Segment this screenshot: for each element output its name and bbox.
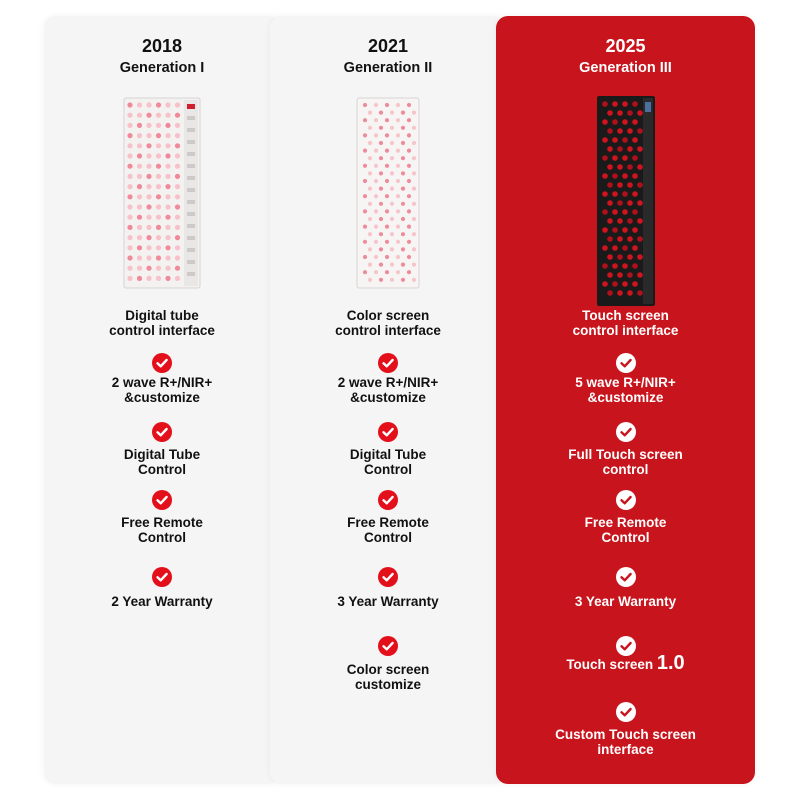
check-icon — [378, 636, 398, 656]
feature-touch-version: Touch screen 1.0 — [566, 652, 685, 674]
black-led-panel-image — [496, 96, 755, 306]
feature-wavelengths: 5 wave R+/NIR+ &customize — [575, 375, 676, 405]
interface-label: Digital tube control interface — [109, 308, 215, 338]
feature-warranty: 3 Year Warranty — [574, 594, 677, 609]
check-icon — [615, 490, 636, 510]
year-label: 2025 — [605, 36, 646, 56]
white-led-panel-image — [270, 96, 506, 292]
interface-label: Touch screen control interface — [572, 308, 679, 338]
feature-control: Digital Tube Control — [349, 447, 427, 477]
feature-control: Full Touch screen control — [568, 447, 683, 477]
year-label: 2021 — [367, 36, 409, 56]
check-icon — [378, 490, 398, 510]
feature-warranty: 3 Year Warranty — [337, 594, 439, 609]
check-icon — [378, 567, 398, 587]
generation-label: Generation III — [579, 60, 672, 76]
feature-wavelengths: 2 wave R+/NIR+ &customize — [111, 375, 213, 405]
feature-wavelengths: 2 wave R+/NIR+ &customize — [337, 375, 439, 405]
generation-label: Generation II — [343, 60, 433, 76]
feature-remote: Free Remote Control — [584, 515, 667, 545]
check-icon — [615, 422, 636, 442]
year-label: 2018 — [141, 36, 183, 56]
generation-3-card: 2025 Generation III Touch screen control… — [496, 16, 755, 784]
check-icon — [152, 353, 172, 373]
check-icon — [378, 422, 398, 442]
interface-label: Color screen control interface — [335, 308, 441, 338]
touch-version-number: 1.0 — [656, 652, 685, 674]
check-icon — [152, 567, 172, 587]
feature-control: Digital Tube Control — [123, 447, 201, 477]
feature-remote: Free Remote Control — [121, 515, 203, 545]
feature-remote: Free Remote Control — [347, 515, 429, 545]
generation-2-card: 2021 Generation II Color screen control … — [270, 16, 506, 784]
feature-screen: Color screen customize — [346, 662, 430, 692]
check-icon — [615, 353, 636, 373]
check-icon — [615, 702, 636, 722]
check-icon — [378, 353, 398, 373]
check-icon — [152, 422, 172, 442]
feature-warranty: 2 Year Warranty — [111, 594, 213, 609]
check-icon — [615, 567, 636, 587]
white-led-panel-image — [44, 96, 280, 292]
feature-custom-interface: Custom Touch screen interface — [555, 727, 696, 757]
check-icon — [615, 636, 636, 656]
generation-label: Generation I — [119, 60, 205, 76]
check-icon — [152, 490, 172, 510]
generation-1-card: 2018 Generation I Digital tube control i… — [44, 16, 280, 784]
